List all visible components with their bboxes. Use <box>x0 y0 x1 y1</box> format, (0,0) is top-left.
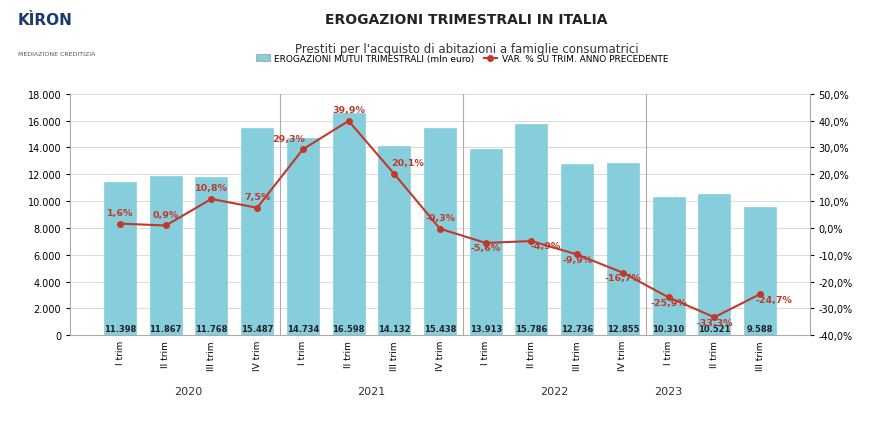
Bar <box>195 178 227 335</box>
Bar <box>104 183 136 335</box>
Text: -4,9%: -4,9% <box>530 242 561 251</box>
Text: 20,1%: 20,1% <box>392 159 424 168</box>
Bar <box>424 129 456 335</box>
Text: 12.855: 12.855 <box>606 324 639 333</box>
Bar <box>241 128 273 335</box>
Legend: EROGAZIONI MUTUI TRIMESTRALI (mln euro), VAR. % SU TRIM. ANNO PRECEDENTE: EROGAZIONI MUTUI TRIMESTRALI (mln euro),… <box>253 51 671 67</box>
Bar <box>378 146 410 335</box>
Text: 12.736: 12.736 <box>561 324 593 333</box>
Text: -9,9%: -9,9% <box>562 255 592 264</box>
Text: 10.310: 10.310 <box>652 324 685 333</box>
Bar <box>744 207 776 335</box>
Text: -25,9%: -25,9% <box>650 298 687 307</box>
Text: 39,9%: 39,9% <box>332 106 365 115</box>
Text: 1,6%: 1,6% <box>106 209 133 218</box>
Text: 29,3%: 29,3% <box>273 134 305 143</box>
Text: Prestiti per l'acquisto di abitazioni a famiglie consumatrici: Prestiti per l'acquisto di abitazioni a … <box>295 43 638 56</box>
Bar <box>287 138 319 335</box>
Text: 2023: 2023 <box>655 386 683 396</box>
Text: 13.913: 13.913 <box>470 324 502 333</box>
Text: -33,3%: -33,3% <box>696 318 732 327</box>
Text: -24,7%: -24,7% <box>755 295 792 304</box>
Text: 11.867: 11.867 <box>150 324 182 333</box>
Text: 0,9%: 0,9% <box>152 210 179 219</box>
Text: KÌRON: KÌRON <box>18 13 72 28</box>
Bar <box>333 114 364 335</box>
Text: 14.734: 14.734 <box>287 324 319 333</box>
Bar <box>607 163 639 335</box>
Text: 10,8%: 10,8% <box>195 184 228 193</box>
Text: EROGAZIONI TRIMESTRALI IN ITALIA: EROGAZIONI TRIMESTRALI IN ITALIA <box>325 13 608 27</box>
Bar <box>561 165 593 335</box>
Bar <box>699 195 730 335</box>
Bar <box>470 149 502 335</box>
Text: 11.768: 11.768 <box>195 324 228 333</box>
Bar <box>516 124 547 335</box>
Text: 2021: 2021 <box>357 386 385 396</box>
Bar <box>653 197 685 335</box>
Text: -16,7%: -16,7% <box>605 273 642 283</box>
Text: 15.786: 15.786 <box>516 324 547 333</box>
Text: MEDIAZIONE CREDITIZIA: MEDIAZIONE CREDITIZIA <box>18 52 95 57</box>
Text: 16.598: 16.598 <box>333 324 364 333</box>
Text: 14.132: 14.132 <box>378 324 411 333</box>
Text: 15.438: 15.438 <box>424 324 456 333</box>
Bar <box>150 177 181 335</box>
Text: -0,3%: -0,3% <box>425 214 455 222</box>
Text: 9.588: 9.588 <box>747 324 774 333</box>
Text: 15.487: 15.487 <box>241 324 274 333</box>
Text: 11.398: 11.398 <box>104 324 136 333</box>
Text: 2022: 2022 <box>540 386 568 396</box>
Text: -5,6%: -5,6% <box>471 244 501 253</box>
Text: 10.521: 10.521 <box>698 324 730 333</box>
Text: 2020: 2020 <box>174 386 202 396</box>
Text: 7,5%: 7,5% <box>244 193 270 202</box>
